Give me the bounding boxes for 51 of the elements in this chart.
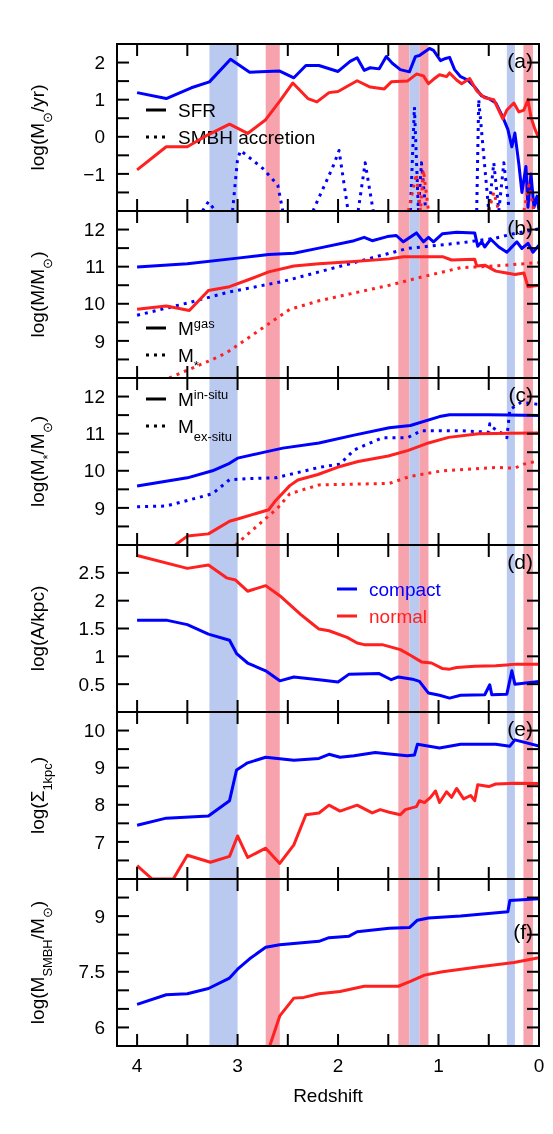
- y-tick-label: 8: [94, 794, 105, 816]
- line-series: [135, 781, 539, 879]
- y-tick-label: 10: [83, 460, 105, 482]
- annotation: SFR: [178, 99, 216, 121]
- annotation: (b): [507, 216, 533, 239]
- y-tick-label: 9: [94, 330, 105, 352]
- y-tick-label: 9: [94, 905, 105, 927]
- annotation: (e): [507, 717, 533, 740]
- y-tick-label: 2.5: [78, 562, 105, 584]
- y-tick-label: 12: [83, 386, 105, 408]
- x-tick-label: 3: [232, 1055, 243, 1076]
- y-tick-label: 6: [94, 1017, 105, 1039]
- y-tick-label: 7: [94, 831, 105, 853]
- y-axis-title: log(A/kpc): [27, 585, 48, 672]
- legend-label: compact: [369, 578, 442, 600]
- y-tick-label: 1: [94, 89, 105, 111]
- y-tick-label: 2: [94, 590, 105, 612]
- line-series: [135, 738, 539, 827]
- line-series: [173, 431, 539, 545]
- x-tick-label: 2: [332, 1055, 344, 1076]
- y-tick-label: 1.5: [78, 618, 105, 640]
- y-tick-label: 11: [85, 256, 105, 278]
- y-tick-label: 10: [83, 720, 105, 742]
- y-tick-label: 2: [94, 52, 105, 74]
- y-tick-label: 1: [94, 645, 105, 667]
- annotation: (c): [508, 383, 533, 406]
- line-series: [268, 956, 539, 1046]
- legend-label: normal: [369, 605, 428, 627]
- x-tick-label: 4: [131, 1055, 143, 1076]
- y-tick-label: 11: [85, 423, 105, 445]
- annotation: M$^{in-situ}$: [178, 386, 229, 410]
- line-series: [135, 71, 539, 172]
- y-tick-label: 7.5: [78, 961, 105, 983]
- annotation: M$_{ex-situ}$: [178, 415, 232, 444]
- y-tick-label: 9: [94, 757, 105, 779]
- annotation: (f): [513, 920, 533, 943]
- y-tick-label: 0.5: [78, 673, 105, 695]
- y-tick-label: 0: [94, 126, 105, 148]
- annotation: M$_{*}$: [178, 344, 199, 373]
- y-tick-label: 10: [83, 293, 105, 315]
- annotation: (d): [507, 550, 533, 573]
- line-series: [135, 897, 539, 1006]
- annotation: (a): [507, 49, 533, 72]
- x-tick-label: 0: [533, 1055, 545, 1076]
- y-tick-label: 9: [94, 497, 105, 519]
- x-tick-label: 1: [433, 1055, 444, 1076]
- y-tick-label: 12: [83, 219, 105, 241]
- annotation: M$^{gas}$: [178, 315, 215, 339]
- line-series: [135, 554, 539, 671]
- y-tick-label: −1: [83, 163, 105, 185]
- x-axis-title: Redshift: [293, 1085, 364, 1106]
